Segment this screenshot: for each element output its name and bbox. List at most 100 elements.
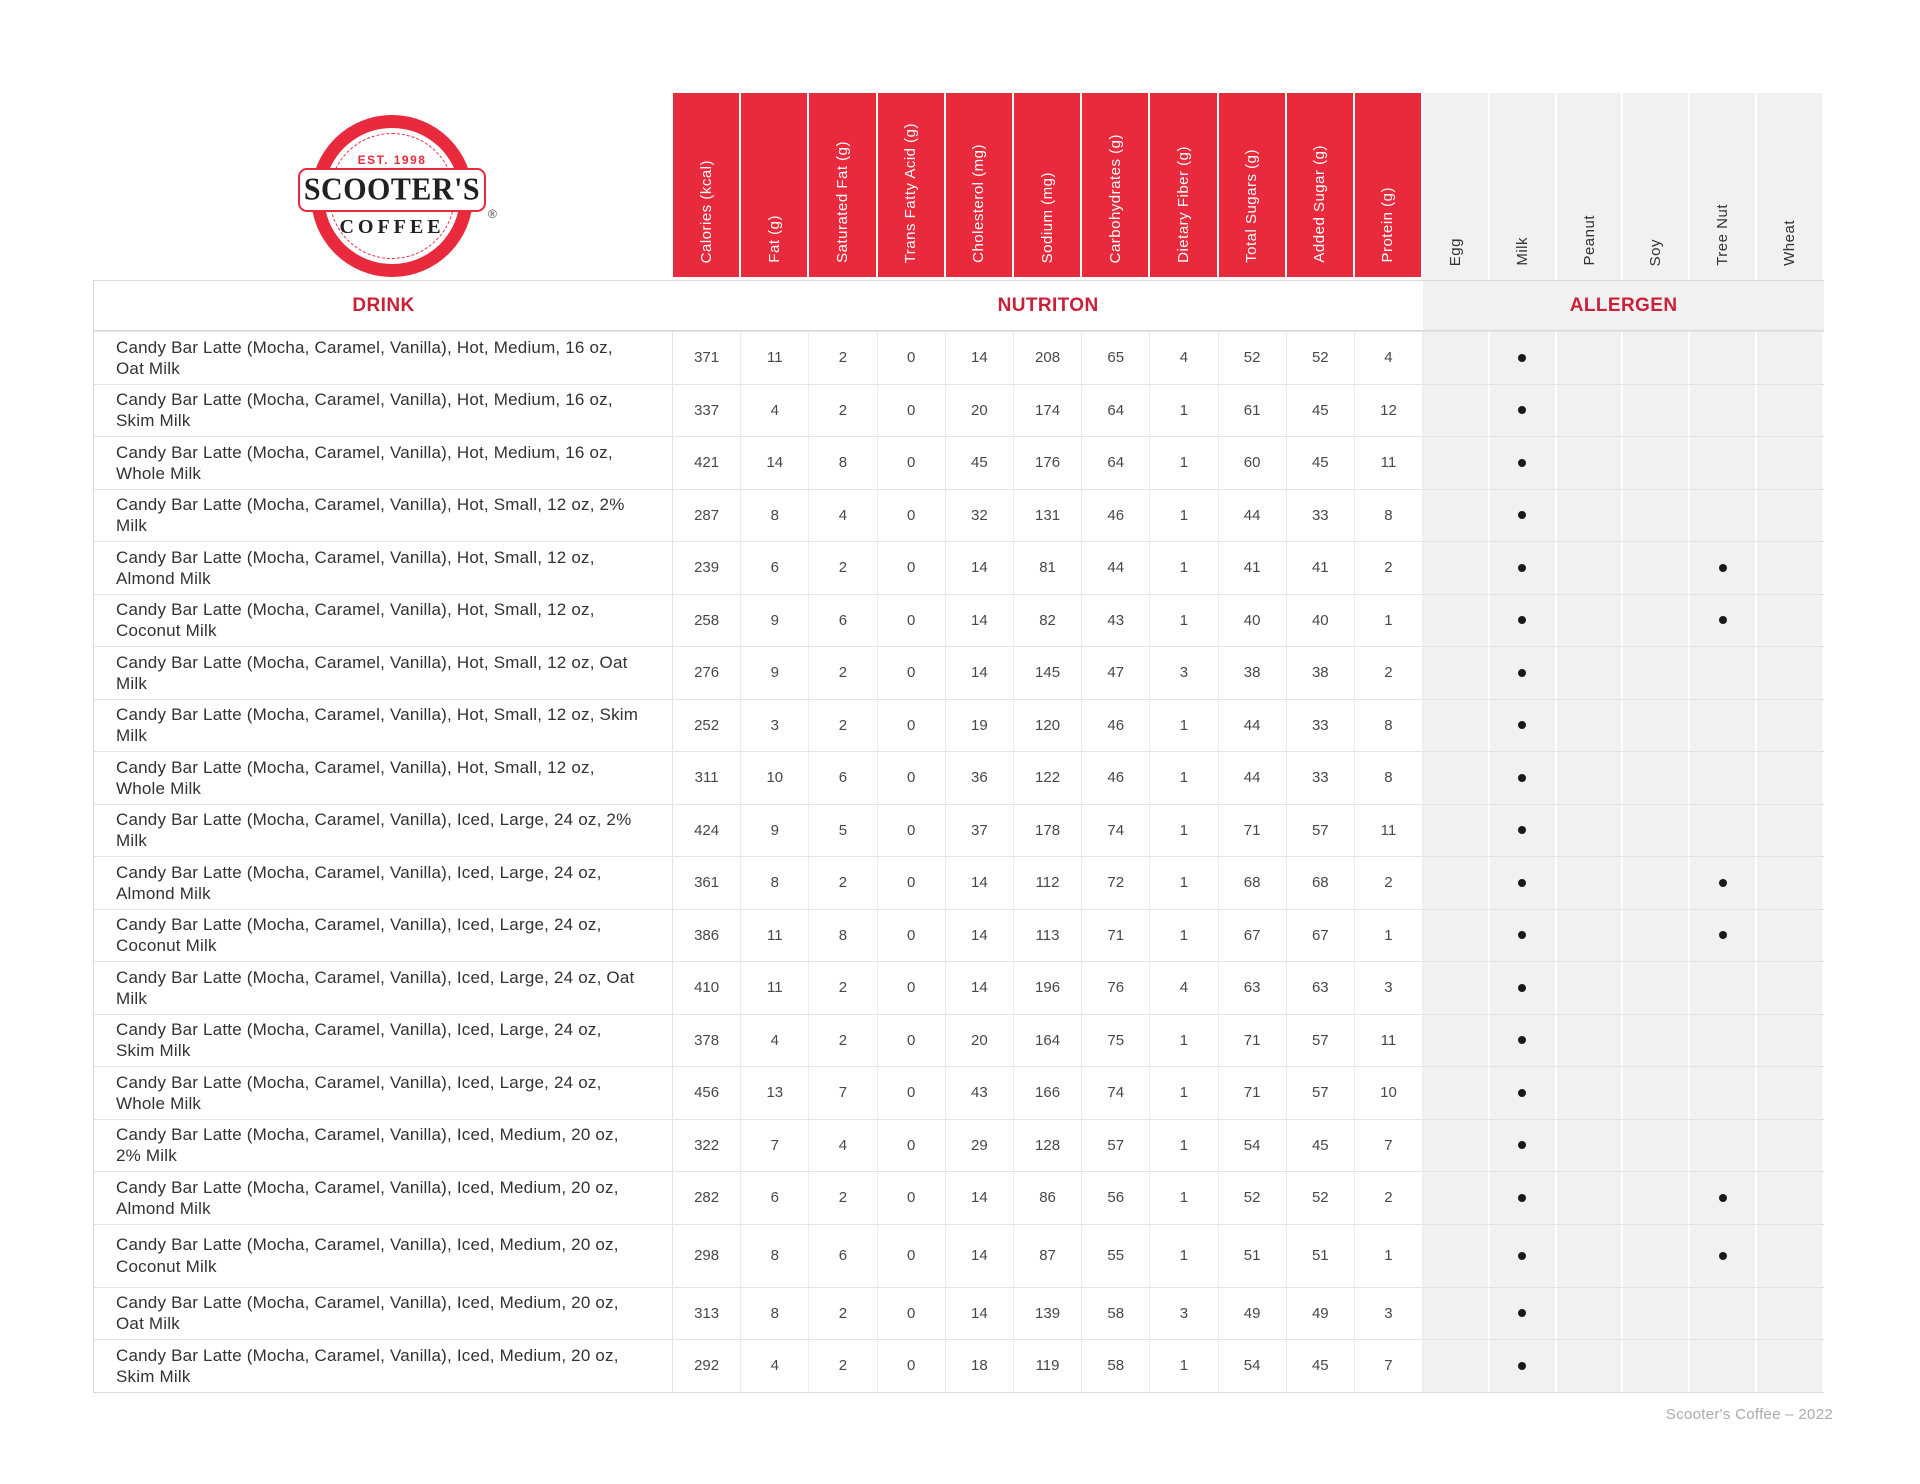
nutrition-value-cell: 67: [1287, 909, 1355, 961]
nutrition-column-header: Saturated Fat (g): [809, 93, 878, 280]
nutrition-value-cell: 46: [1082, 752, 1151, 804]
nutrition-value-cell: 14: [946, 1224, 1014, 1287]
nutrition-value-cell: 64: [1082, 437, 1151, 489]
drink-name-cell: Candy Bar Latte (Mocha, Caramel, Vanilla…: [94, 384, 673, 436]
section-header-row: DRINK NUTRITON ALLERGEN: [93, 280, 1824, 330]
nutrition-value-cell: 164: [1014, 1014, 1083, 1066]
nutrition-column-header: Calories (kcal): [673, 93, 742, 280]
nutrition-value-cell: 41: [1219, 542, 1287, 594]
allergen-cell: [1556, 1119, 1624, 1171]
allergen-cell: [1489, 909, 1557, 961]
table-row: Candy Bar Latte (Mocha, Caramel, Vanilla…: [94, 1013, 1824, 1066]
nutrition-value-cell: 119: [1014, 1340, 1083, 1392]
nutrition-value-cell: 2: [809, 332, 878, 384]
nutrition-value-cell: 131: [1014, 489, 1083, 541]
nutrition-value-cell: 52: [1287, 332, 1355, 384]
allergen-cell: [1423, 699, 1490, 751]
column-label: Soy: [1647, 238, 1665, 266]
allergen-dot: [1518, 1141, 1527, 1150]
nutrition-value-cell: 19: [946, 699, 1014, 751]
nutrition-value-cell: 2: [809, 647, 878, 699]
allergen-cell: [1757, 699, 1824, 751]
allergen-cell: [1690, 1340, 1758, 1392]
allergen-cell: [1623, 752, 1691, 804]
allergen-cell: [1423, 1067, 1490, 1119]
nutrition-value-cell: 18: [946, 1340, 1014, 1392]
allergen-cell: [1489, 647, 1557, 699]
allergen-column-header: Wheat: [1757, 93, 1824, 280]
nutrition-value-cell: 45: [1287, 1340, 1355, 1392]
drink-name-cell: Candy Bar Latte (Mocha, Caramel, Vanilla…: [94, 1287, 673, 1339]
nutrition-value-cell: 74: [1082, 804, 1151, 856]
nutrition-value-cell: 0: [878, 752, 946, 804]
nutrition-value-cell: 68: [1287, 857, 1355, 909]
allergen-dot: [1718, 878, 1727, 887]
nutrition-value-cell: 60: [1219, 437, 1287, 489]
nutrition-value-cell: 37: [946, 804, 1014, 856]
nutrition-value-cell: 71: [1219, 804, 1287, 856]
nutrition-value-cell: 0: [878, 699, 946, 751]
allergen-cell: [1623, 332, 1691, 384]
section-header-allergen: ALLERGEN: [1423, 281, 1824, 330]
drink-name-cell: Candy Bar Latte (Mocha, Caramel, Vanilla…: [94, 1119, 673, 1171]
nutrition-value-cell: 72: [1082, 857, 1151, 909]
column-label: Carbohydrates (g): [1106, 133, 1124, 263]
nutrition-value-cell: 0: [878, 857, 946, 909]
nutrition-value-cell: 1: [1150, 804, 1219, 856]
allergen-cell: [1623, 857, 1691, 909]
nutrition-value-cell: 0: [878, 332, 946, 384]
nutrition-value-cell: 322: [673, 1119, 742, 1171]
drink-name-cell: Candy Bar Latte (Mocha, Caramel, Vanilla…: [94, 1340, 673, 1392]
table-row: Candy Bar Latte (Mocha, Caramel, Vanilla…: [94, 646, 1824, 699]
allergen-cell: [1489, 1119, 1557, 1171]
allergen-cell: [1690, 1014, 1758, 1066]
nutrition-value-cell: 2: [809, 1172, 878, 1224]
allergen-cell: [1623, 909, 1691, 961]
allergen-cell: [1623, 437, 1691, 489]
allergen-column-header: Soy: [1623, 93, 1691, 280]
nutrition-value-cell: 0: [878, 594, 946, 646]
table-row: Candy Bar Latte (Mocha, Caramel, Vanilla…: [94, 436, 1824, 489]
allergen-dot: [1718, 1251, 1727, 1260]
nutrition-value-cell: 3: [1355, 1287, 1424, 1339]
table-row: Candy Bar Latte (Mocha, Caramel, Vanilla…: [94, 541, 1824, 594]
nutrition-value-cell: 0: [878, 962, 946, 1014]
column-label: Saturated Fat (g): [833, 141, 851, 263]
nutrition-value-cell: 0: [878, 1340, 946, 1392]
nutrition-value-cell: 76: [1082, 962, 1151, 1014]
nutrition-value-cell: 29: [946, 1119, 1014, 1171]
allergen-dot: [1518, 1251, 1527, 1260]
drink-name-cell: Candy Bar Latte (Mocha, Caramel, Vanilla…: [94, 1014, 673, 1066]
allergen-cell: [1423, 332, 1490, 384]
nutrition-column-header: Protein (g): [1354, 93, 1424, 280]
allergen-cell: [1757, 1067, 1824, 1119]
allergen-cell: [1423, 489, 1490, 541]
nutrition-value-cell: 6: [809, 594, 878, 646]
nutrition-value-cell: 6: [741, 1172, 810, 1224]
nutrition-value-cell: 282: [673, 1172, 742, 1224]
column-label: Protein (g): [1379, 187, 1397, 263]
nutrition-value-cell: 2: [809, 542, 878, 594]
drink-name-cell: Candy Bar Latte (Mocha, Caramel, Vanilla…: [94, 437, 673, 489]
allergen-dot: [1518, 458, 1527, 467]
allergen-cell: [1690, 1287, 1758, 1339]
nutrition-value-cell: 43: [946, 1067, 1014, 1119]
allergen-cell: [1757, 857, 1824, 909]
allergen-cell: [1489, 1067, 1557, 1119]
nutrition-value-cell: 47: [1082, 647, 1151, 699]
allergen-cell: [1690, 1119, 1758, 1171]
column-label: Sodium (mg): [1038, 171, 1056, 263]
column-label: Trans Fatty Acid (g): [902, 122, 920, 263]
allergen-cell: [1423, 752, 1490, 804]
table-row: Candy Bar Latte (Mocha, Caramel, Vanilla…: [94, 1339, 1824, 1392]
column-label: Cholesterol (mg): [970, 144, 988, 263]
nutrition-value-cell: 8: [741, 1224, 810, 1287]
allergen-cell: [1690, 489, 1758, 541]
allergen-dot: [1518, 406, 1527, 415]
column-label: Milk: [1513, 237, 1531, 266]
nutrition-value-cell: 112: [1014, 857, 1083, 909]
nutrition-value-cell: 1: [1355, 1224, 1424, 1287]
nutrition-table: EST. 1998 SCOOTER'S COFFEE ® Calories (k…: [93, 93, 1824, 1393]
nutrition-value-cell: 43: [1082, 594, 1151, 646]
nutrition-value-cell: 67: [1219, 909, 1287, 961]
